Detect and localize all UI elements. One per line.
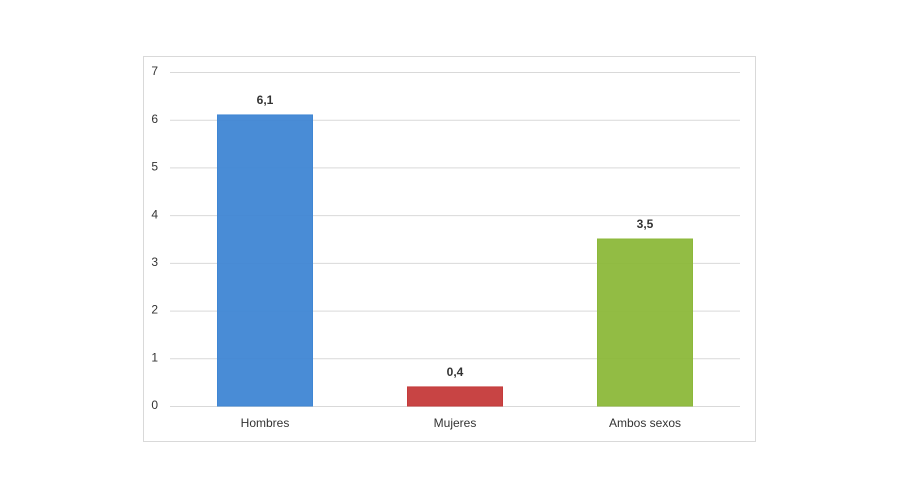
data-label: 0,4 bbox=[447, 365, 464, 379]
y-tick-label: 3 bbox=[151, 255, 158, 269]
y-tick-label: 6 bbox=[151, 112, 158, 126]
x-tick-label: Mujeres bbox=[434, 416, 477, 430]
y-tick-label: 5 bbox=[151, 160, 158, 174]
x-tick-label: Ambos sexos bbox=[609, 416, 681, 430]
bar bbox=[597, 238, 693, 407]
y-tick-label: 1 bbox=[151, 350, 158, 364]
y-tick-label: 0 bbox=[151, 398, 158, 412]
x-tick-label: Hombres bbox=[241, 416, 290, 430]
y-tick-label: 2 bbox=[151, 303, 158, 317]
data-label: 6,1 bbox=[257, 93, 274, 107]
bar bbox=[407, 386, 503, 407]
y-tick-label: 7 bbox=[151, 64, 158, 78]
y-tick-label: 4 bbox=[151, 207, 158, 221]
data-label: 3,5 bbox=[637, 217, 654, 231]
bar bbox=[217, 114, 313, 407]
